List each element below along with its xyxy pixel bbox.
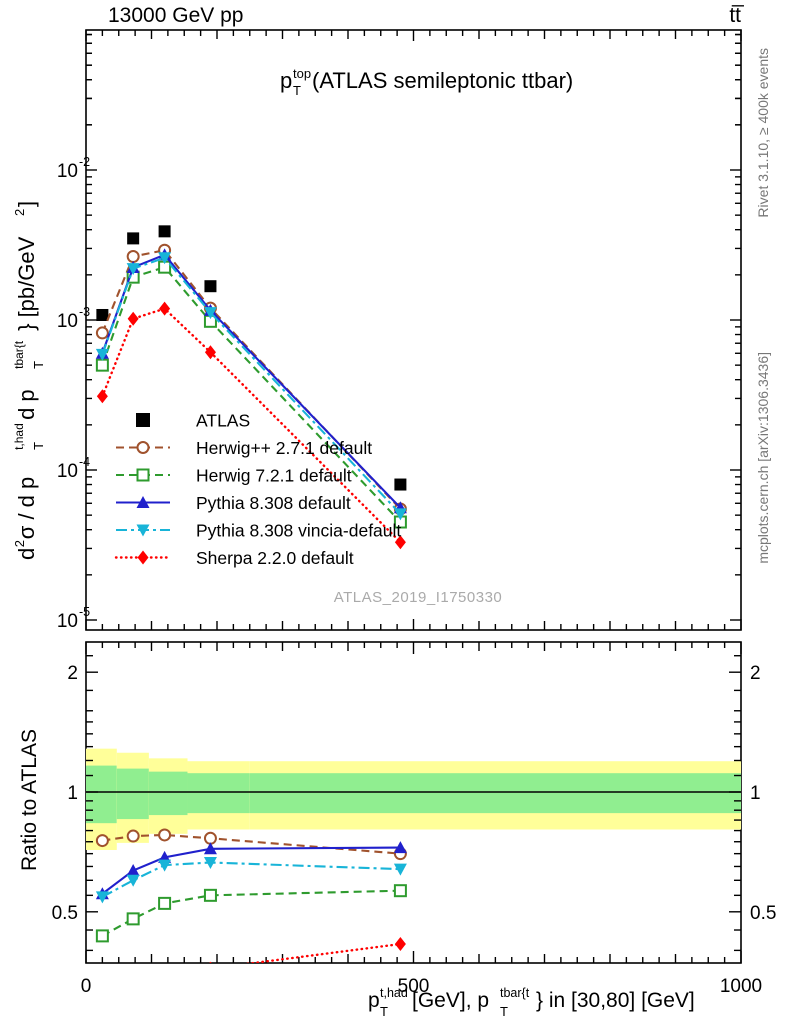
legend-label: ATLAS	[196, 411, 250, 431]
svg-text:} in [30,80] [GeV]: } in [30,80] [GeV]	[536, 989, 695, 1012]
ratio-ytick-label: 1	[67, 783, 78, 804]
ratio-xtick-label: 0	[81, 976, 92, 997]
legend-item: Herwig++ 2.7.1 default	[116, 438, 372, 458]
ratio-ytick-label: 2	[67, 663, 78, 684]
main-ytick-label: 10 -5	[57, 605, 90, 632]
main-ytick-label: 10 -2	[57, 155, 90, 182]
legend-item: Herwig 7.2.1 default	[116, 466, 352, 486]
ratio-ytick-label: 0.5	[52, 903, 78, 924]
svg-text:-4: -4	[79, 455, 90, 469]
ratio-ytick-label-right: 2	[750, 663, 761, 684]
mcplots-source-label: mcplots.cern.ch [arXiv:1306.3436]	[755, 352, 771, 564]
svg-text:T: T	[500, 1004, 508, 1019]
svg-text:-3: -3	[79, 305, 90, 319]
svg-text:-5: -5	[79, 605, 90, 619]
main-series	[96, 301, 406, 550]
svg-text:10: 10	[57, 611, 78, 632]
main-ytick-label: 10 -3	[57, 305, 90, 332]
legend: ATLAS Herwig++ 2.7.1 default Herwig 7.2.1 …	[114, 411, 401, 568]
ratio-ytick-label-right: 0.5	[750, 903, 776, 924]
legend-label: Herwig 7.2.1 default	[196, 466, 352, 486]
ratio-y-axis-label: Ratio to ATLAS	[18, 729, 41, 871]
dataset-watermark: ATLAS_2019_I1750330	[334, 589, 503, 606]
ratio-series	[95, 884, 407, 943]
legend-label: Pythia 8.308 vincia-default	[196, 521, 401, 541]
svg-text:} [pb/GeV: } [pb/GeV	[14, 236, 39, 331]
svg-text:]: ]	[14, 201, 39, 207]
ratio-xtick-label: 1000	[720, 976, 762, 997]
ratio-series-group	[95, 828, 407, 963]
main-series	[95, 260, 407, 529]
ratio-series	[95, 841, 407, 900]
legend-label: Herwig++ 2.7.1 default	[196, 438, 372, 458]
svg-text:tbar{t: tbar{t	[500, 986, 530, 1000]
uncertainty-bands	[86, 748, 741, 850]
ratio-xtick-label: 500	[398, 976, 430, 997]
ratio-ytick-label-right: 1	[750, 783, 761, 804]
main-ytick-label: 10 -4	[57, 455, 90, 482]
svg-text:d: d	[14, 548, 39, 560]
header-beam-label: 13000 GeV pp	[108, 4, 243, 27]
svg-text:2: 2	[12, 209, 27, 216]
header-process-label: tt̅	[729, 4, 745, 27]
svg-text:-2: -2	[79, 155, 90, 169]
svg-text:t,had: t,had	[380, 986, 408, 1000]
svg-text:p: p	[280, 68, 292, 93]
svg-text:σ / d p: σ / d p	[14, 477, 39, 540]
svg-text:10: 10	[57, 161, 78, 182]
svg-text:d p: d p	[14, 389, 39, 420]
main-plot-frame	[85, 29, 742, 631]
legend-item: Pythia 8.308 vincia-default	[116, 521, 401, 541]
svg-text:top: top	[293, 66, 311, 81]
svg-text:tbar{t: tbar{t	[12, 340, 26, 369]
svg-text:t,had: t,had	[12, 423, 26, 450]
svg-text:T: T	[31, 361, 46, 369]
ratio-series	[209, 937, 406, 963]
legend-item: Sherpa 2.2.0 default	[114, 548, 354, 568]
svg-text:p: p	[368, 989, 380, 1012]
legend-item: Pythia 8.308 default	[116, 493, 351, 513]
x-axis-label: p t,had T [GeV], p tbar{t T } in [30,80] [GeV…	[368, 986, 695, 1019]
main-series	[95, 252, 407, 521]
svg-text:T: T	[380, 1004, 388, 1019]
svg-text:T: T	[293, 83, 301, 98]
svg-text:10: 10	[57, 461, 78, 482]
legend-item: ATLAS	[136, 411, 250, 431]
svg-text:T: T	[31, 442, 46, 450]
rivet-version-label: Rivet 3.1.10, ≥ 400k events	[755, 48, 771, 218]
main-plot-title: p top T (ATLAS semileptonic ttbar)	[280, 66, 573, 98]
ratio-series	[95, 857, 407, 904]
legend-label: Pythia 8.308 default	[196, 493, 351, 513]
svg-text:(ATLAS semileptonic ttbar): (ATLAS semileptonic ttbar)	[312, 68, 573, 93]
svg-text:2: 2	[12, 540, 27, 547]
legend-label: Sherpa 2.2.0 default	[196, 548, 354, 568]
svg-text:10: 10	[57, 311, 78, 332]
main-series-group	[95, 225, 407, 550]
svg-text:[GeV], p: [GeV], p	[412, 989, 489, 1012]
main-series	[96, 225, 407, 491]
